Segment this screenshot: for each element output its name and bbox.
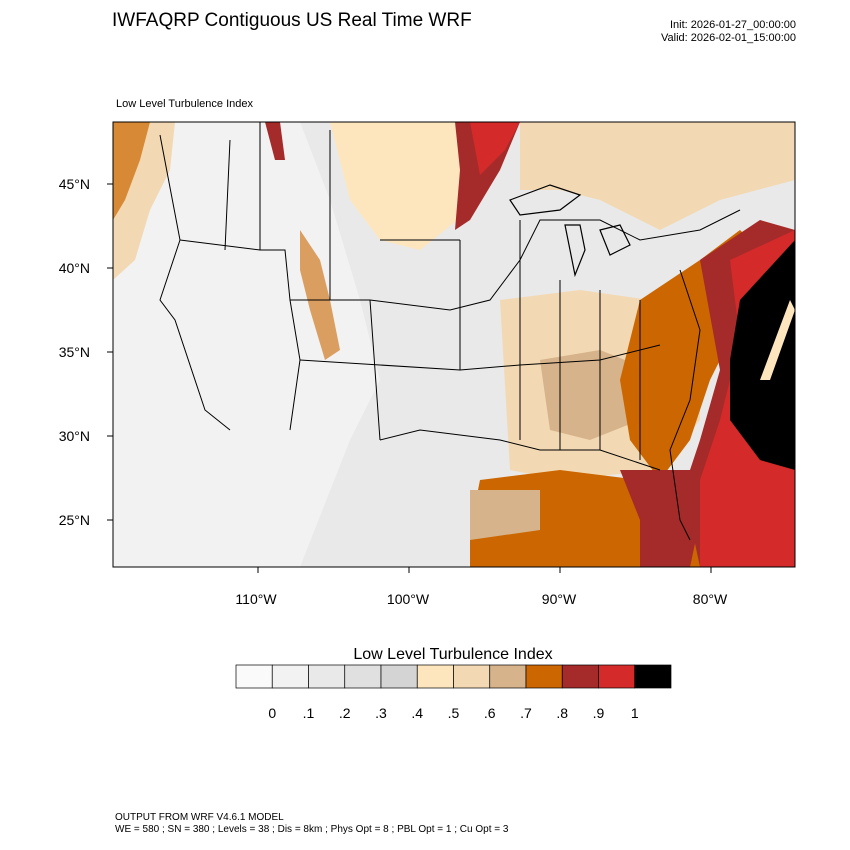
field-atlantic-streak: [760, 300, 795, 380]
lat-label: 30°N: [59, 428, 90, 444]
colorbar-swatch: [561, 664, 599, 689]
colorbar-swatch: [308, 664, 346, 689]
lat-ticks: [107, 183, 113, 521]
colorbar-title: Low Level Turbulence Index: [353, 646, 552, 663]
colorbar-swatch: [235, 664, 273, 689]
lon-label: 80°W: [693, 591, 728, 607]
colorbar-swatch: [634, 664, 672, 689]
field-rockies-north: [265, 122, 285, 160]
lat-label: 40°N: [59, 260, 90, 276]
model-version: OUTPUT FROM WRF V4.6.1 MODEL: [115, 812, 284, 823]
border-line-1: [179, 239, 370, 301]
lon-ticks: [257, 567, 712, 573]
field-atlantic-black: [730, 240, 795, 470]
border-line-7: [259, 122, 331, 300]
map-subtitle: Low Level Turbulence Index: [116, 98, 253, 110]
lat-label: 45°N: [59, 176, 90, 192]
colorbar-swatch: [489, 664, 527, 689]
colorbar-swatch: [598, 664, 636, 689]
colorbar-swatch: [453, 664, 491, 689]
colorbar-swatch: [380, 664, 418, 689]
lon-labels: 110°W 100°W 90°W 80°W: [235, 591, 728, 607]
lake-huron: [599, 224, 631, 256]
colorbar-tick-label: .9: [593, 705, 605, 721]
colorbar-tick-label: .7: [520, 705, 532, 721]
model-config: WE = 580 ; SN = 380 ; Levels = 38 ; Dis …: [115, 824, 509, 835]
border-line-4: [379, 429, 661, 471]
colorbar-swatch: [344, 664, 382, 689]
lon-label: 90°W: [542, 591, 577, 607]
border-line-5: [369, 209, 741, 311]
lon-label: 100°W: [387, 591, 430, 607]
field-gulf-tan: [470, 490, 540, 540]
figure-title: IWFAQRP Contiguous US Real Time WRF: [112, 10, 472, 31]
colorbar-tick-label: .3: [375, 705, 387, 721]
turbulence-field: [113, 122, 795, 567]
colorbar-tick-label: .2: [339, 705, 351, 721]
field-rockies: [300, 230, 340, 360]
field-east-canada: [520, 122, 795, 230]
west-coast-border: [159, 134, 231, 431]
colorbar-tick-label: .8: [556, 705, 568, 721]
map-frame: [112, 121, 796, 568]
colorbar-tick-label: .6: [484, 705, 496, 721]
model-info: OUTPUT FROM WRF V4.6.1 MODEL WE = 580 ; …: [115, 812, 508, 836]
valid-time: Valid: 2026-02-01_15:00:00: [661, 32, 796, 44]
lat-label: 35°N: [59, 344, 90, 360]
colorbar-tick-label: 1: [631, 705, 639, 721]
field-pnw-orange: [113, 122, 150, 220]
lake-michigan: [564, 224, 586, 278]
lat-labels: 45°N 40°N 35°N 30°N 25°N: [59, 176, 90, 528]
state-boundaries: [159, 122, 741, 541]
colorbar-tick-label: .1: [303, 705, 315, 721]
colorbar-swatch: [416, 664, 454, 689]
colorbar-tick-labels: 0 .1 .2 .3 .4 .5 .6 .7 .8 .9 1: [268, 705, 639, 721]
lat-label: 25°N: [59, 512, 90, 528]
field-mn-streak-core: [470, 122, 520, 175]
colorbar-tick-label: 0: [268, 705, 276, 721]
colorbar-tick-label: .5: [448, 705, 460, 721]
field-west-light: [113, 122, 380, 567]
colorbar: [235, 664, 672, 689]
lon-label: 110°W: [235, 591, 277, 607]
lake-superior: [509, 184, 582, 216]
colorbar-swatch: [271, 664, 309, 689]
colorbar-swatch: [525, 664, 563, 689]
colorbar-tick-label: .4: [411, 705, 423, 721]
great-lakes: [509, 184, 631, 278]
east-coast-border: [669, 269, 701, 541]
init-time: Init: 2026-01-27_00:00:00: [670, 19, 796, 31]
field-gulf-darkred: [620, 470, 700, 567]
border-line-6: [380, 220, 641, 460]
run-times: Init: 2026-01-27_00:00:00 Valid: 2026-02…: [661, 19, 796, 45]
